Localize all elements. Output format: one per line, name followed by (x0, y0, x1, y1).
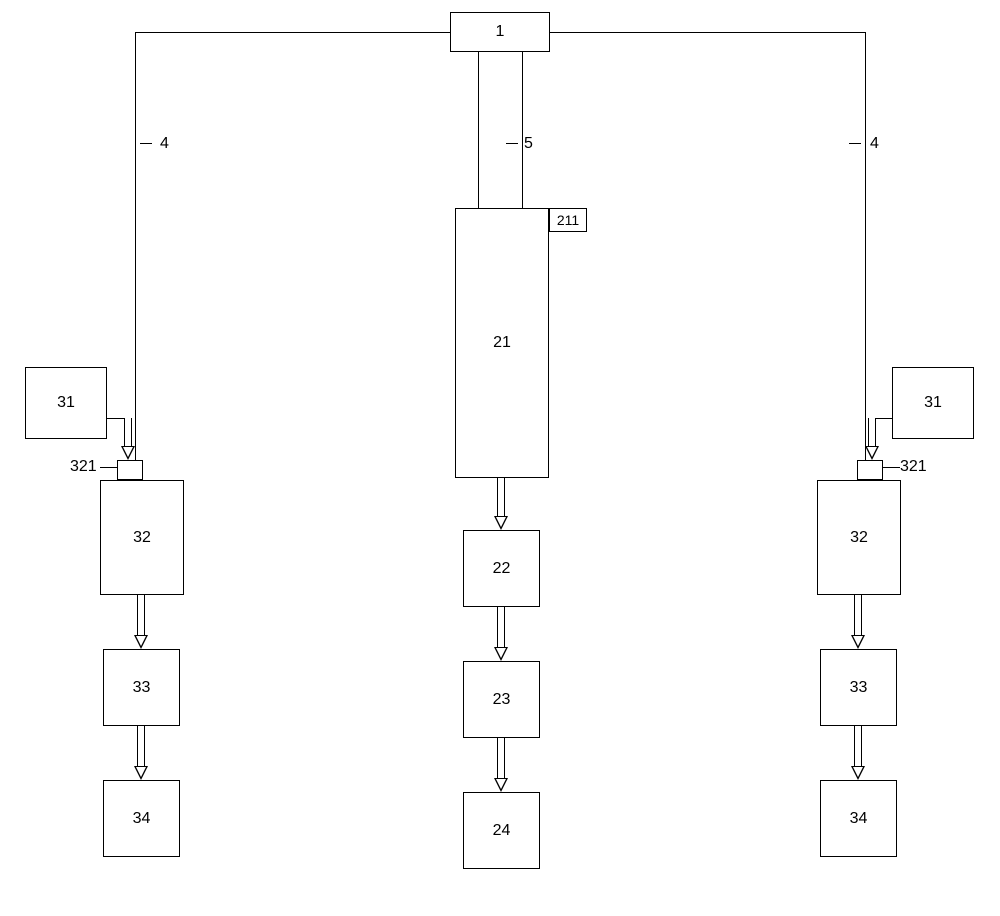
node-21-label: 21 (493, 334, 511, 352)
node-321L-box (117, 460, 143, 480)
node-211-label: 211 (557, 212, 579, 228)
tick-5 (506, 143, 518, 144)
tick-321R (883, 467, 900, 468)
arrow-32R-33R-head (851, 635, 865, 649)
center-pipe-left (478, 52, 479, 208)
node-33L-label: 33 (133, 679, 151, 697)
node-33R: 33 (820, 649, 897, 726)
node-1: 1 (450, 12, 550, 52)
center-pipe-right (522, 52, 523, 208)
node-1-label: 1 (496, 23, 505, 41)
arrow-23-24-head (494, 778, 508, 792)
label-4R: 4 (870, 135, 879, 153)
node-22: 22 (463, 530, 540, 607)
node-32R: 32 (817, 480, 901, 595)
node-31R: 31 (892, 367, 974, 439)
tick-4R (849, 143, 861, 144)
arrow-32L-33L-head (134, 635, 148, 649)
label-321L: 321 (70, 458, 97, 476)
node-33R-label: 33 (850, 679, 868, 697)
arrow-21-22-head (494, 516, 508, 530)
node-34L-label: 34 (133, 810, 151, 828)
node-31L: 31 (25, 367, 107, 439)
left-branch-h (135, 32, 450, 33)
node-23-label: 23 (493, 691, 511, 709)
arrow-32L-33L-shaft (137, 595, 145, 637)
label-321R: 321 (900, 458, 927, 476)
node-24-label: 24 (493, 822, 511, 840)
node-34L: 34 (103, 780, 180, 857)
node-31R-label: 31 (924, 394, 942, 412)
arrow-33R-34R-shaft (854, 726, 862, 768)
tick-321L (100, 467, 117, 468)
arrow-22-23-head (494, 647, 508, 661)
arrow-31R-321R-head (865, 446, 879, 460)
node-211: 211 (549, 208, 587, 232)
arrow-21-22-shaft (497, 478, 505, 518)
arrow-32R-33R-shaft (854, 595, 862, 637)
node-32L: 32 (100, 480, 184, 595)
node-22-label: 22 (493, 560, 511, 578)
node-23: 23 (463, 661, 540, 738)
right-branch-h (550, 32, 865, 33)
node-321R-box (857, 460, 883, 480)
arrow-23-24-shaft (497, 738, 505, 780)
label-5: 5 (524, 135, 533, 153)
node-33L: 33 (103, 649, 180, 726)
arrow-33L-34L-head (134, 766, 148, 780)
tick-4L (140, 143, 152, 144)
node-24: 24 (463, 792, 540, 869)
label-4L: 4 (160, 135, 169, 153)
arrow-22-23-shaft (497, 607, 505, 649)
arrow-31L-321L-head (121, 446, 135, 460)
arrow-33L-34L-shaft (137, 726, 145, 768)
node-32R-label: 32 (850, 529, 868, 547)
node-31L-label: 31 (57, 394, 75, 412)
arrow-33R-34R-head (851, 766, 865, 780)
arrow-31R-321R-shaft (868, 418, 876, 448)
node-21: 21 (455, 208, 549, 478)
node-34R: 34 (820, 780, 897, 857)
arrow-31L-321L-shaft (124, 418, 132, 448)
node-34R-label: 34 (850, 810, 868, 828)
left-branch-v (135, 32, 136, 460)
node-32L-label: 32 (133, 529, 151, 547)
right-branch-v (865, 32, 866, 460)
